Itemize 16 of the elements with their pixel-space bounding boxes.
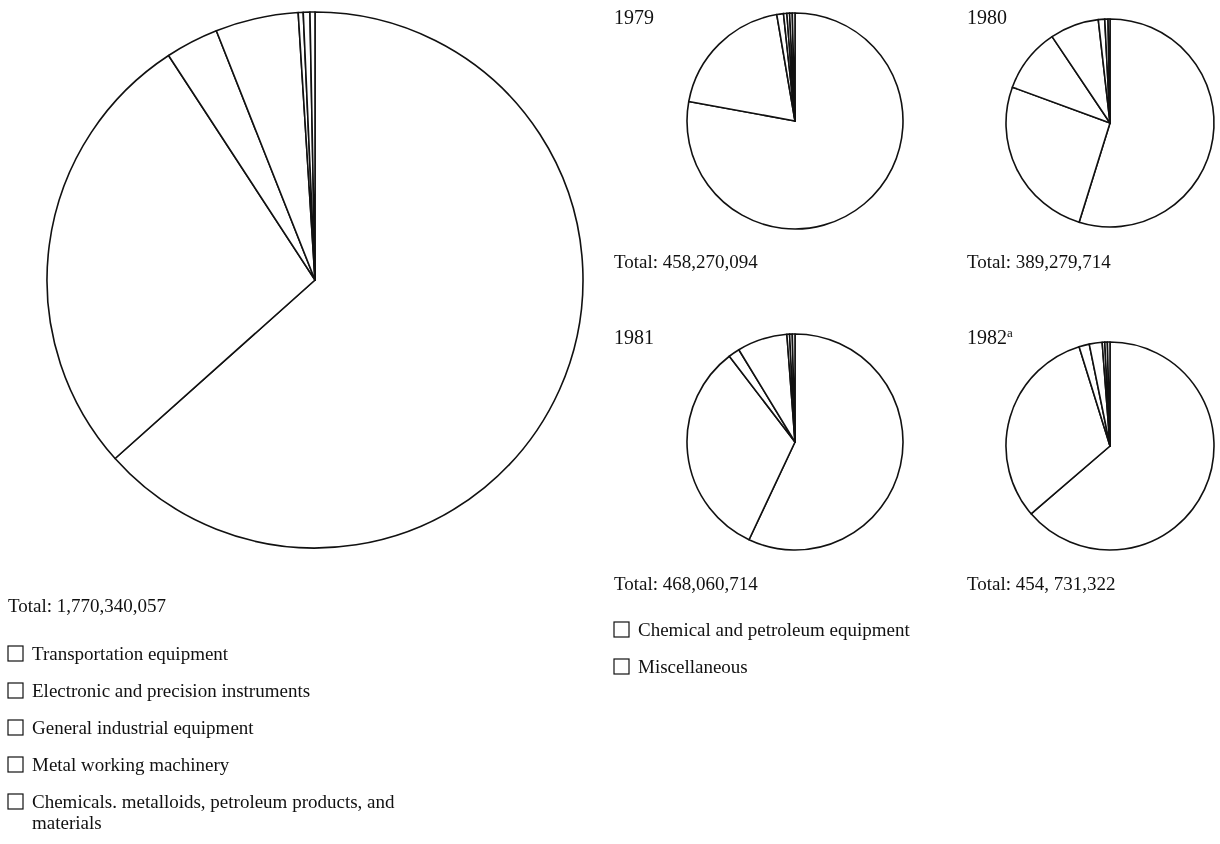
- legend-label: Electronic and precision instruments: [32, 680, 311, 701]
- legend-label: Chemicals. metalloids, petroleum products, and materials: [32, 791, 395, 833]
- text: Total: 454, 731,322: [967, 573, 1116, 594]
- chart-title: 1981: [614, 326, 654, 348]
- text: Total: 458,270,094: [614, 251, 759, 272]
- chart-title: 1980: [967, 6, 1007, 28]
- chart-title: 1979: [614, 6, 654, 28]
- chart-title: 1982$^{a}$: [967, 324, 1013, 348]
- text: Total: 1,770,340,057: [8, 595, 167, 616]
- text: Total: 468,060,714: [614, 573, 759, 594]
- text: Total: 389,279,714: [967, 251, 1112, 272]
- legend-label: Miscellaneous: [638, 656, 748, 677]
- legend-label: Transportation equipment: [32, 643, 229, 664]
- legend-label: General industrial equipment: [32, 717, 255, 738]
- legend-label: Chemical and petroleum equipment: [638, 619, 911, 640]
- legend-label: Metal working machinery: [32, 754, 230, 775]
